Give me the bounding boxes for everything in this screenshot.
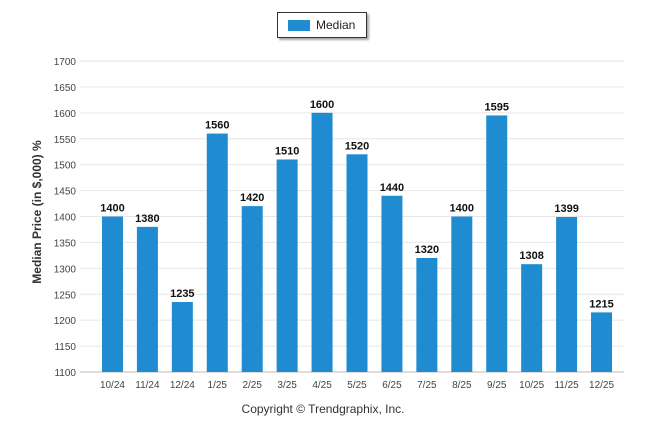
bar — [521, 264, 543, 372]
data-label: 1440 — [380, 182, 404, 194]
x-tick-label: 6/25 — [382, 380, 402, 391]
x-tick-label: 11/24 — [135, 380, 160, 391]
x-tick-label: 4/25 — [312, 380, 332, 391]
legend: Median — [277, 12, 367, 38]
data-label: 1308 — [519, 250, 543, 262]
legend-swatch-median — [288, 20, 310, 31]
y-tick-label: 1550 — [54, 135, 77, 146]
bar — [486, 115, 508, 373]
bar — [171, 302, 193, 372]
bar — [416, 257, 438, 372]
bar — [346, 154, 368, 372]
bar — [556, 217, 578, 372]
x-tick-label: 10/25 — [519, 380, 544, 391]
x-tick-label: 8/25 — [452, 380, 472, 391]
bar — [206, 133, 228, 372]
bar — [381, 195, 403, 372]
x-tick-label: 9/25 — [487, 380, 507, 391]
x-tick-label: 2/25 — [242, 380, 262, 391]
data-label: 1399 — [554, 203, 578, 215]
y-tick-label: 1650 — [54, 83, 77, 94]
x-tick-label: 11/25 — [554, 380, 579, 391]
copyright-footer: Copyright © Trendgraphix, Inc. — [241, 402, 405, 416]
x-tick-label: 3/25 — [277, 380, 297, 391]
y-tick-label: 1700 — [54, 57, 77, 68]
bar — [591, 312, 613, 372]
data-label: 1520 — [345, 140, 369, 152]
y-tick-label: 1150 — [54, 342, 76, 353]
y-tick-label: 1300 — [54, 264, 77, 275]
y-tick-label: 1450 — [54, 187, 77, 198]
data-label: 1380 — [135, 213, 159, 225]
bar — [101, 216, 123, 372]
x-tick-label: 5/25 — [347, 380, 367, 391]
data-label: 1600 — [310, 99, 334, 111]
data-label: 1510 — [275, 145, 299, 157]
x-tick-label: 7/25 — [417, 380, 437, 391]
y-tick-label: 1200 — [54, 316, 77, 327]
y-tick-label: 1600 — [54, 109, 77, 120]
bar — [311, 112, 333, 372]
y-tick-label: 1100 — [54, 368, 76, 379]
data-label: 1560 — [205, 120, 229, 132]
bar — [276, 159, 298, 372]
data-label: 1595 — [484, 101, 508, 113]
y-tick-label: 1350 — [54, 238, 77, 249]
data-label: 1400 — [100, 203, 124, 215]
data-label: 1320 — [415, 244, 439, 256]
y-tick-label: 1500 — [54, 161, 77, 172]
x-tick-label: 12/25 — [589, 380, 614, 391]
data-label: 1420 — [240, 192, 264, 204]
x-tick-label: 1/25 — [208, 380, 228, 391]
bar — [451, 216, 473, 372]
x-tick-label: 12/24 — [170, 380, 195, 391]
bar — [241, 206, 263, 372]
data-label: 1215 — [589, 298, 613, 310]
legend-label-median: Median — [316, 18, 356, 32]
data-label: 1400 — [450, 203, 474, 215]
y-axis-title: Median Price (in $,000) % — [30, 140, 44, 284]
x-tick-label: 10/24 — [100, 380, 125, 391]
bar — [136, 226, 158, 372]
data-label: 1235 — [170, 288, 194, 300]
y-tick-label: 1400 — [54, 213, 77, 224]
y-tick-label: 1250 — [54, 290, 77, 301]
